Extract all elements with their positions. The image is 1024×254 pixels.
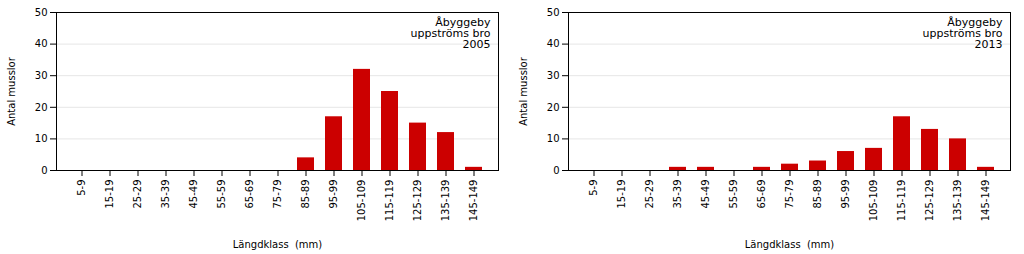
svg-text:145-149: 145-149 — [468, 180, 479, 222]
svg-text:65-69: 65-69 — [756, 180, 767, 209]
svg-text:85-89: 85-89 — [300, 180, 311, 209]
svg-text:105-109: 105-109 — [356, 180, 367, 222]
svg-text:40: 40 — [547, 38, 560, 49]
svg-text:Antal musslor: Antal musslor — [518, 56, 529, 126]
svg-text:20: 20 — [35, 102, 48, 113]
svg-text:20: 20 — [547, 102, 560, 113]
svg-text:15-19: 15-19 — [616, 180, 627, 209]
svg-text:Längdklass (mm): Längdklass (mm) — [233, 239, 323, 250]
svg-text:25-29: 25-29 — [644, 180, 655, 209]
svg-text:5-9: 5-9 — [588, 180, 599, 196]
svg-text:35-39: 35-39 — [672, 180, 683, 209]
svg-text:65-69: 65-69 — [244, 180, 255, 209]
svg-text:0: 0 — [41, 165, 47, 176]
svg-text:40: 40 — [35, 38, 48, 49]
svg-text:45-49: 45-49 — [700, 180, 711, 209]
svg-text:5-9: 5-9 — [76, 180, 87, 196]
svg-text:55-59: 55-59 — [216, 180, 227, 209]
svg-text:125-129: 125-129 — [924, 180, 935, 222]
svg-text:125-129: 125-129 — [412, 180, 423, 222]
svg-text:Åbyggebyuppströms bro2013: Åbyggebyuppströms bro2013 — [923, 16, 1003, 51]
svg-text:35-39: 35-39 — [160, 180, 171, 209]
svg-text:145-149: 145-149 — [980, 180, 991, 222]
svg-text:10: 10 — [547, 133, 560, 144]
svg-text:115-119: 115-119 — [384, 180, 395, 222]
svg-text:75-79: 75-79 — [784, 180, 795, 209]
svg-text:75-79: 75-79 — [272, 180, 283, 209]
svg-text:15-19: 15-19 — [104, 180, 115, 209]
svg-text:95-99: 95-99 — [840, 180, 851, 209]
svg-text:115-119: 115-119 — [896, 180, 907, 222]
svg-text:25-29: 25-29 — [132, 180, 143, 209]
svg-text:85-89: 85-89 — [812, 180, 823, 209]
svg-text:45-49: 45-49 — [188, 180, 199, 209]
svg-text:Längdklass (mm): Längdklass (mm) — [745, 239, 835, 250]
svg-text:50: 50 — [547, 7, 560, 18]
svg-text:135-139: 135-139 — [440, 180, 451, 222]
svg-text:105-109: 105-109 — [868, 180, 879, 222]
svg-text:50: 50 — [35, 7, 48, 18]
svg-text:10: 10 — [35, 133, 48, 144]
svg-text:Åbyggebyuppströms bro2005: Åbyggebyuppströms bro2005 — [411, 16, 491, 51]
svg-text:Antal musslor: Antal musslor — [6, 56, 17, 126]
svg-text:135-139: 135-139 — [952, 180, 963, 222]
svg-text:55-59: 55-59 — [728, 180, 739, 209]
svg-text:0: 0 — [553, 165, 559, 176]
svg-text:95-99: 95-99 — [328, 180, 339, 209]
svg-text:30: 30 — [35, 70, 48, 81]
svg-text:30: 30 — [547, 70, 560, 81]
